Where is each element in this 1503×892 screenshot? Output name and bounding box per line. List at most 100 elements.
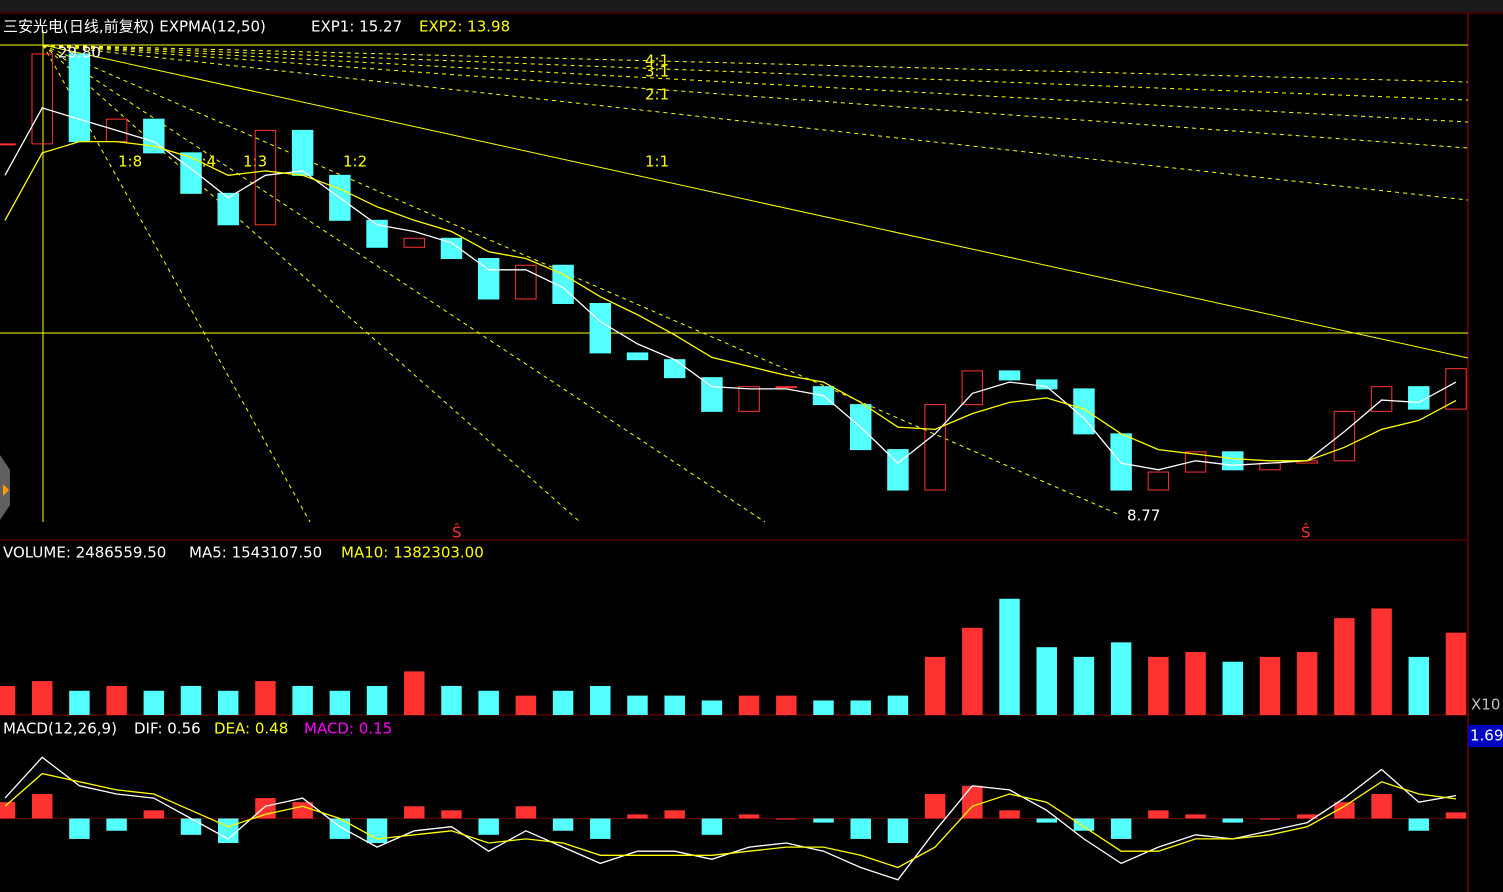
candle [477,258,500,300]
macd-bar [143,810,165,819]
volume-bar [738,695,760,715]
candle [1110,433,1132,491]
volume-bar [106,685,127,715]
macd-title: MACD(12,26,9) [3,720,117,738]
volume-bar [292,685,313,715]
volume-bar [1445,632,1467,715]
fan-line [42,44,1469,201]
candle [1445,368,1467,410]
volume-bar [813,700,834,715]
fan-label: 1:8 [118,153,142,171]
macd-bar [1036,818,1057,823]
macd-bar [1445,812,1467,819]
macd-bar [69,818,90,839]
candle [366,219,388,248]
candle [626,352,649,361]
candle [1222,451,1244,471]
volume-bar [1222,661,1244,715]
candle [961,370,984,406]
fan-label: 1:2 [343,153,367,171]
candle [68,53,91,143]
fan-line [42,44,581,523]
volume-bar [180,685,202,715]
volume-bar [1296,652,1318,715]
candle [291,129,314,176]
low-label: 8.77 [1127,507,1160,525]
volume-bar [1408,656,1430,715]
candle [31,53,53,145]
volume-bar [887,695,909,715]
volume-bar [1185,652,1206,715]
volume-bar [329,690,351,715]
cursor-box [1468,725,1503,747]
exp1-line [4,107,1457,471]
macd-bar [292,802,313,819]
candle [552,264,574,304]
exp1-label: EXP1: 15.27 [311,18,402,36]
candle [738,386,760,412]
candle [998,370,1021,381]
candle [1408,386,1430,410]
fan-line [42,44,1469,359]
macd-bar [813,818,834,823]
macd-bar [776,818,797,820]
volume-bar [1334,618,1355,715]
unit-label: X10 [1471,696,1500,714]
fan-line [42,44,1469,101]
fan-label: 4:1 [645,52,669,70]
cursor-value: 1.69 [1470,727,1503,745]
ma10-label: MA10: 1382303.00 [341,544,484,562]
ma5-label: MA5: 1543107.50 [189,544,322,562]
exp2-line [4,140,1457,462]
volume-bar [590,685,611,715]
volume-bar [217,690,239,715]
macd-bar [0,802,16,819]
fan-label: 3:1 [645,63,669,81]
candle [1333,410,1356,462]
macd-label: MACD: 0.15 [304,720,392,738]
candle [254,129,277,226]
volume-bar [776,695,797,715]
macd-bar [924,794,946,819]
macd-bar [887,818,909,843]
candle [1147,471,1170,491]
macd-bar [1073,818,1095,831]
candle [1370,386,1393,412]
macd-bar [1334,802,1355,819]
macd-bar [478,818,499,835]
macd-bar [1148,810,1169,819]
volume-bar [999,598,1020,715]
dea-label: DEA: 0.48 [214,720,288,738]
fan-label: 2:1 [645,86,669,104]
fan-line [42,44,1121,516]
candle [663,359,686,379]
volume-bar [1148,656,1169,715]
macd-bar [1185,814,1206,819]
macd-bar [180,818,202,835]
volume-bar [664,695,685,715]
candle [440,237,463,260]
volume-bar [924,656,946,715]
macd-bar [999,810,1020,819]
volume-bar [515,695,537,715]
candle [515,264,537,300]
macd-bar [31,794,53,819]
candle [589,302,612,354]
candle [180,152,202,194]
macd-bar [1296,814,1318,819]
volume-bar [441,685,462,715]
macd-bar [1110,818,1132,839]
macd-bar [1371,794,1392,819]
macd-bar [701,818,723,835]
volume-bar [1073,656,1095,715]
exp2-label: EXP2: 13.98 [419,18,510,36]
candle [1036,379,1058,390]
volume-bar [255,681,276,715]
fan-line [42,44,1469,83]
candle [403,237,425,248]
macd-bar [664,810,685,819]
macd-bar [962,785,983,819]
fan-line [42,44,1469,123]
